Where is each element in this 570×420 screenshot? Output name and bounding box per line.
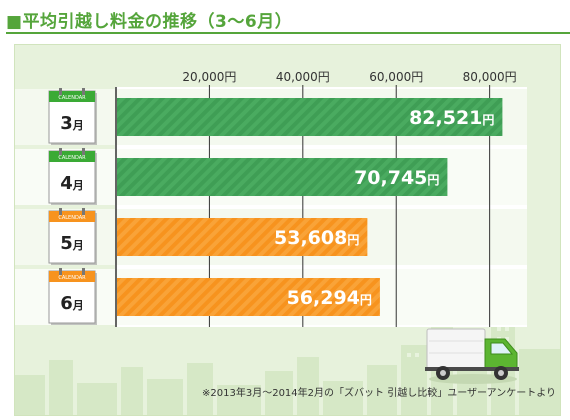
calendar-month-label: 6月 — [60, 293, 84, 314]
calendar-word: CALENDAR — [58, 275, 86, 281]
bar-value-number: 70,745 — [354, 167, 427, 189]
x-tick-label: 40,000円 — [276, 70, 330, 84]
calendar-ring — [82, 208, 85, 215]
bar-value-unit: 円 — [482, 113, 494, 127]
calendar-word: CALENDAR — [58, 95, 86, 101]
calendar-icon: CALENDAR 5月 — [48, 208, 97, 265]
calendar-month-number: 4 — [60, 173, 73, 194]
calendar-header — [49, 151, 95, 162]
bar-value-label: 56,294円 — [287, 287, 372, 309]
calendar-month-number: 6 — [60, 293, 73, 314]
calendar-ring — [82, 148, 85, 155]
x-tick-label: 60,000円 — [369, 70, 423, 84]
bar-value-number: 56,294 — [287, 287, 360, 309]
calendar-ring — [82, 268, 85, 275]
bar-value-unit: 円 — [347, 233, 359, 247]
bar-value-unit: 円 — [360, 293, 372, 307]
bar-value-unit: 円 — [427, 173, 439, 187]
calendar-month-unit: 月 — [72, 179, 84, 192]
bar-value-number: 82,521 — [409, 107, 482, 129]
calendar-ring — [59, 88, 62, 95]
page-title: ■平均引越し料金の推移（3〜6月） — [6, 11, 293, 32]
bar — [117, 98, 503, 136]
x-tick-label: 20,000円 — [182, 70, 236, 84]
calendar-icon: CALENDAR 4月 — [48, 148, 97, 205]
title-underline — [6, 32, 570, 34]
calendar-ring — [59, 268, 62, 275]
calendar-month-unit: 月 — [72, 119, 84, 132]
bar — [117, 158, 448, 196]
calendar-icon: CALENDAR 6月 — [48, 268, 97, 325]
source-note: ※2013年3月〜2014年2月の「ズバット 引越し比較」ユーザーアンケートより — [202, 388, 556, 399]
bar-chart: 20,000円 40,000円 60,000円 80,000円 CALENDAR3月C… — [15, 70, 527, 327]
city-skyline-illustration — [15, 317, 560, 415]
calendar-word: CALENDAR — [58, 215, 86, 221]
bar — [117, 278, 380, 316]
calendar-month-number: 3 — [60, 113, 73, 134]
calendar-ring — [59, 148, 62, 155]
calendar-month-number: 5 — [60, 233, 73, 254]
x-tick-label: 80,000円 — [463, 70, 517, 84]
calendar-word: CALENDAR — [58, 155, 86, 161]
bar-value-label: 70,745円 — [354, 167, 439, 189]
chart-panel: 20,000円 40,000円 60,000円 80,000円 CALENDAR 3月 C… — [14, 44, 561, 416]
calendar-header — [49, 211, 95, 222]
delivery-truck-illustration — [425, 328, 519, 384]
bar-value-number: 53,608 — [274, 227, 347, 249]
calendar-month-unit: 月 — [72, 299, 84, 312]
calendar-month-unit: 月 — [72, 239, 84, 252]
calendar-month-label: 3月 — [60, 113, 84, 134]
calendar-icon: CALENDAR 3月 — [48, 88, 97, 145]
calendar-month-label: 5月 — [60, 233, 84, 254]
bar — [117, 218, 368, 256]
calendar-header — [49, 271, 95, 282]
calendar-header — [49, 91, 95, 102]
calendar-ring — [82, 88, 85, 95]
bar-value-label: 82,521円 — [409, 107, 494, 129]
calendar-month-label: 4月 — [60, 173, 84, 194]
calendar-ring — [59, 208, 62, 215]
bar-value-label: 53,608円 — [274, 227, 359, 249]
